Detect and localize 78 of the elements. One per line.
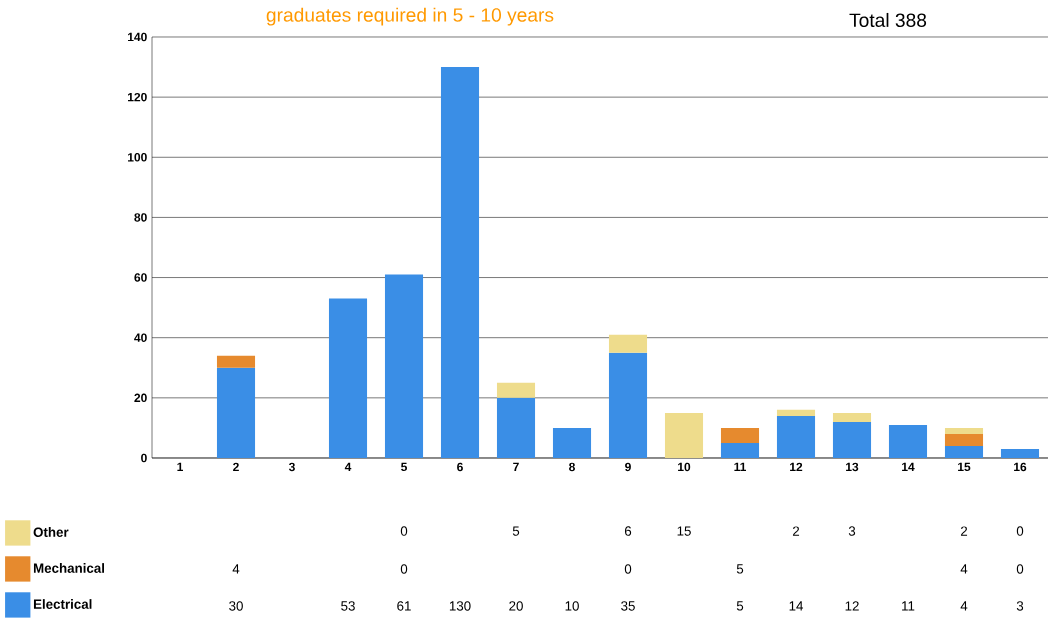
chart-title: graduates required in 5 - 10 years <box>266 7 554 26</box>
data-label: 12 <box>845 601 859 611</box>
data-label: 0 <box>400 526 408 536</box>
data-label: 5 <box>736 601 744 611</box>
data-label: 3 <box>848 526 856 536</box>
bar <box>552 427 592 458</box>
bar <box>776 409 816 416</box>
data-label: 0 <box>1016 564 1024 574</box>
data-label: 6 <box>624 526 632 536</box>
data-label: 0 <box>400 564 408 574</box>
text: Total 388 <box>849 12 927 28</box>
legend-label: Other <box>33 527 69 537</box>
bar <box>1000 448 1040 458</box>
x-tick-label: 2 <box>233 462 239 472</box>
data-label: 11 <box>902 601 915 611</box>
data-label: 53 <box>341 601 355 611</box>
data-label: 2 <box>960 526 968 536</box>
y-tick-label: 80 <box>134 213 147 222</box>
bar <box>944 427 984 434</box>
y-tick-label: 40 <box>134 333 147 342</box>
y-tick-label: 100 <box>128 153 147 162</box>
x-tick-label: 9 <box>625 462 631 472</box>
bar <box>944 445 984 458</box>
bar <box>608 334 648 353</box>
x-tick-label: 15 <box>958 462 971 472</box>
bar <box>216 355 256 368</box>
bar <box>216 367 256 458</box>
data-label: 4 <box>960 564 968 574</box>
x-tick-label: 11 <box>734 462 747 471</box>
y-tick-label: 120 <box>128 92 147 102</box>
x-tick-label: 10 <box>678 462 691 472</box>
y-tick-label: 20 <box>134 393 147 403</box>
bar <box>440 67 480 458</box>
x-tick-label: 12 <box>790 462 803 472</box>
bar <box>832 412 872 422</box>
data-label: 0 <box>1016 526 1024 536</box>
bar <box>944 433 984 446</box>
data-label: 15 <box>677 526 691 536</box>
x-tick-label: 4 <box>344 462 352 471</box>
legend-label: Mechanical <box>33 563 104 573</box>
x-tick-label: 13 <box>846 462 859 472</box>
legend-label: Electrical <box>33 599 92 609</box>
bar <box>328 298 368 458</box>
bar <box>608 352 648 458</box>
x-tick-label: 1 <box>177 462 183 471</box>
x-tick-label: 6 <box>457 462 463 472</box>
x-tick-label: 14 <box>902 462 915 471</box>
data-label: 5 <box>736 564 744 574</box>
data-label: 10 <box>565 601 579 611</box>
bar <box>832 421 872 458</box>
x-tick-label: 7 <box>513 462 519 471</box>
bar <box>384 274 424 458</box>
bar <box>720 442 760 458</box>
data-label: 4 <box>232 564 240 574</box>
bar <box>496 382 536 398</box>
x-tick-label: 16 <box>1014 462 1027 472</box>
data-label: 30 <box>229 601 243 611</box>
bar <box>888 424 928 458</box>
y-tick-label: 60 <box>134 273 147 282</box>
data-label: 2 <box>792 526 800 536</box>
data-label: 3 <box>1016 601 1024 611</box>
data-label: 61 <box>397 601 411 611</box>
x-tick-label: 8 <box>569 462 575 472</box>
y-tick-label: 0 <box>141 453 147 463</box>
bar <box>496 397 536 458</box>
x-tick-label: 5 <box>401 462 407 472</box>
data-label: 130 <box>449 601 471 611</box>
data-label: 4 <box>960 601 968 611</box>
data-label: 5 <box>512 526 520 536</box>
bar <box>720 427 760 443</box>
data-label: 14 <box>789 601 804 611</box>
bar <box>664 412 704 458</box>
x-tick-label: 3 <box>288 462 295 472</box>
data-label: 0 <box>624 564 632 574</box>
y-tick-label: 140 <box>128 32 147 42</box>
bar <box>776 415 816 458</box>
data-label: 35 <box>621 601 635 611</box>
data-label: 20 <box>509 601 523 611</box>
